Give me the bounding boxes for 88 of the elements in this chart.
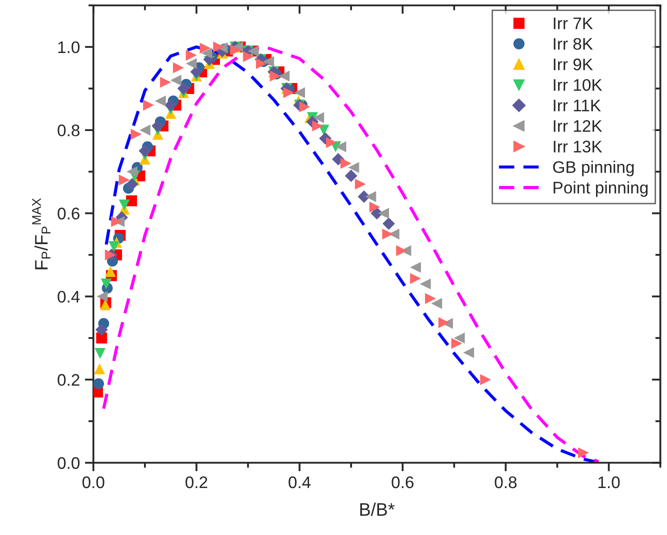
point: [431, 298, 442, 309]
point: [118, 199, 130, 210]
point: [410, 273, 421, 284]
point: [104, 266, 116, 277]
point: [365, 191, 376, 202]
point: [230, 44, 242, 56]
point: [313, 112, 324, 124]
legend-label: Irr 11K: [554, 100, 601, 112]
point: [100, 278, 112, 290]
legend-label: Irr 7K: [554, 18, 593, 30]
point: [270, 70, 281, 82]
point: [424, 293, 436, 304]
point: [152, 120, 164, 132]
y-tick-label: 0.4: [58, 290, 80, 303]
point: [164, 98, 177, 112]
point: [299, 101, 310, 112]
point: [95, 323, 108, 336]
point: [154, 96, 166, 106]
point: [108, 241, 120, 252]
point: [312, 120, 324, 132]
point: [177, 82, 190, 95]
point: [420, 278, 431, 290]
legend-label: Irr 10K: [554, 79, 602, 91]
y-tick-label: 0.2: [58, 374, 80, 386]
point: [480, 374, 492, 386]
point: [243, 51, 254, 62]
point: [344, 170, 358, 182]
point: [190, 66, 203, 78]
y-tick-label: 0.8: [58, 124, 80, 136]
point: [139, 124, 150, 136]
x-tick-label: 1.0: [598, 476, 620, 488]
point: [378, 208, 390, 219]
point: [143, 100, 154, 111]
point: [138, 144, 152, 158]
point: [93, 378, 104, 390]
x-tick-label: 0.0: [82, 476, 104, 488]
legend-label: Irr 13K: [554, 140, 602, 152]
point: [256, 58, 267, 70]
point: [335, 141, 346, 152]
x-tick-label: 0.6: [392, 476, 414, 488]
point: [126, 166, 138, 178]
point: [382, 217, 395, 230]
point: [94, 363, 106, 374]
y-tick-label: 0.6: [58, 208, 80, 220]
y-tick-label: 1.0: [58, 41, 80, 54]
point: [170, 74, 182, 86]
legend-label: Irr 12K: [554, 120, 602, 132]
legend-label: Point pinning: [554, 181, 648, 197]
point: [278, 70, 290, 82]
point: [438, 317, 450, 328]
x-tick-label: 0.4: [288, 476, 311, 488]
x-axis-title: B/B*: [360, 502, 395, 516]
point: [410, 262, 421, 273]
point: [382, 228, 394, 240]
point: [263, 56, 274, 67]
point: [326, 137, 337, 148]
legend-label: GB pinning: [553, 160, 634, 176]
point: [160, 76, 172, 88]
point: [348, 162, 360, 173]
point: [96, 290, 108, 302]
point: [213, 41, 224, 52]
x-tick-label: 0.2: [186, 476, 208, 488]
point: [118, 174, 130, 186]
y-tick-label: 0.0: [58, 457, 80, 469]
point: [111, 216, 122, 228]
point: [200, 42, 211, 54]
point: [130, 128, 142, 140]
point: [94, 348, 106, 359]
point: [463, 347, 474, 358]
point: [186, 58, 197, 70]
point: [369, 202, 380, 212]
y-axis-title: F$_{P}$/F$_{P}$$^{MAX}$: [32, 198, 50, 270]
point: [186, 50, 197, 61]
legend-label: Irr 9K: [554, 58, 593, 70]
point: [454, 332, 465, 344]
point: [283, 87, 294, 98]
point: [126, 178, 138, 190]
point: [340, 158, 352, 169]
point: [201, 48, 212, 59]
point: [451, 338, 462, 349]
point: [358, 190, 370, 203]
point: [354, 178, 366, 190]
point: [578, 447, 590, 458]
point: [172, 62, 184, 74]
point: [396, 245, 408, 256]
point: [294, 87, 306, 98]
x-tick-label: 0.8: [494, 476, 517, 488]
legend-label: Irr 8K: [554, 38, 593, 50]
